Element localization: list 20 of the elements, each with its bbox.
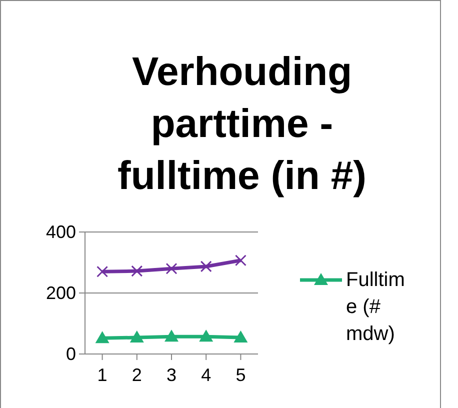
x-tick-label: 2	[132, 365, 142, 385]
point	[234, 330, 248, 343]
x-tick-label: 1	[97, 365, 108, 385]
point	[234, 254, 246, 266]
point	[166, 262, 178, 274]
legend-label: Fulltime (# mdw)	[346, 269, 405, 345]
chart-title: Verhouding parttime - fulltime (in #)	[118, 50, 366, 198]
point	[95, 331, 110, 344]
x-tick-label: 4	[201, 365, 212, 385]
point	[199, 330, 214, 342]
point	[131, 265, 143, 277]
y-tick-label: 0	[66, 344, 76, 364]
point	[96, 266, 108, 278]
y-tick-label: 400	[46, 222, 76, 242]
point	[130, 330, 144, 343]
point	[200, 260, 212, 272]
y-tick-label: 200	[46, 282, 76, 303]
x-tick-label: 3	[166, 365, 177, 385]
point	[164, 330, 178, 342]
x-tick-label: 5	[236, 365, 246, 385]
